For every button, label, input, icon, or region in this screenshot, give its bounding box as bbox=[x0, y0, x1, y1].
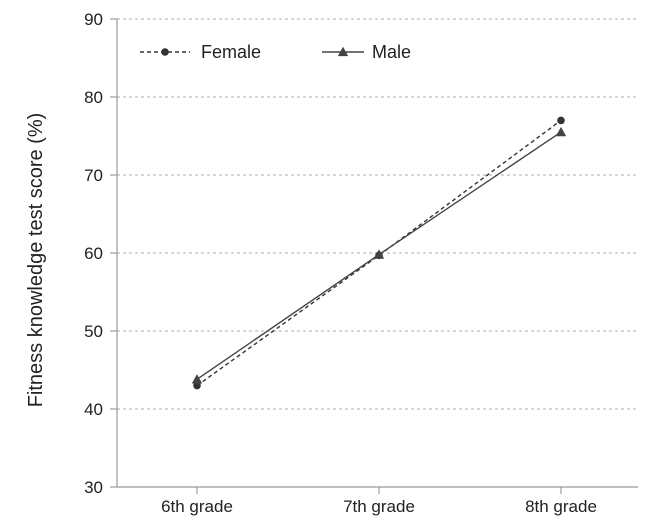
point-female-1 bbox=[193, 381, 201, 390]
y-tick-label-30: 30 bbox=[84, 478, 103, 497]
point-female-3 bbox=[557, 116, 565, 125]
gridlines bbox=[117, 18, 638, 410]
x-tick-label-2: 7th grade bbox=[343, 497, 415, 516]
legend-label-female: Female bbox=[201, 42, 261, 62]
y-tick-label-50: 50 bbox=[84, 322, 103, 341]
point-male-3 bbox=[555, 126, 567, 137]
series-line-female bbox=[196, 119, 562, 387]
x-tick-label-1: 6th grade bbox=[161, 497, 233, 516]
series-lines bbox=[191, 116, 567, 390]
y-tick-labels: 30 40 50 60 70 80 90 bbox=[84, 10, 103, 497]
y-axis-title: Fitness knowledge test score (%) bbox=[25, 113, 47, 408]
y-tick-label-60: 60 bbox=[84, 244, 103, 263]
legend-marker-male bbox=[337, 46, 349, 57]
y-tick-label-40: 40 bbox=[84, 400, 103, 419]
x-tick-label-3: 8th grade bbox=[525, 497, 597, 516]
y-tick-label-70: 70 bbox=[84, 166, 103, 185]
axes bbox=[110, 18, 638, 494]
y-tick-label-80: 80 bbox=[84, 88, 103, 107]
legend-label-male: Male bbox=[372, 42, 411, 62]
legend-marker-female bbox=[161, 48, 169, 56]
point-male-1 bbox=[191, 374, 203, 384]
y-tick-label-90: 90 bbox=[84, 10, 103, 29]
legend: Female Male bbox=[140, 42, 411, 62]
point-male-2 bbox=[373, 249, 385, 259]
x-tick-labels: 6th grade 7th grade 8th grade bbox=[161, 497, 597, 516]
